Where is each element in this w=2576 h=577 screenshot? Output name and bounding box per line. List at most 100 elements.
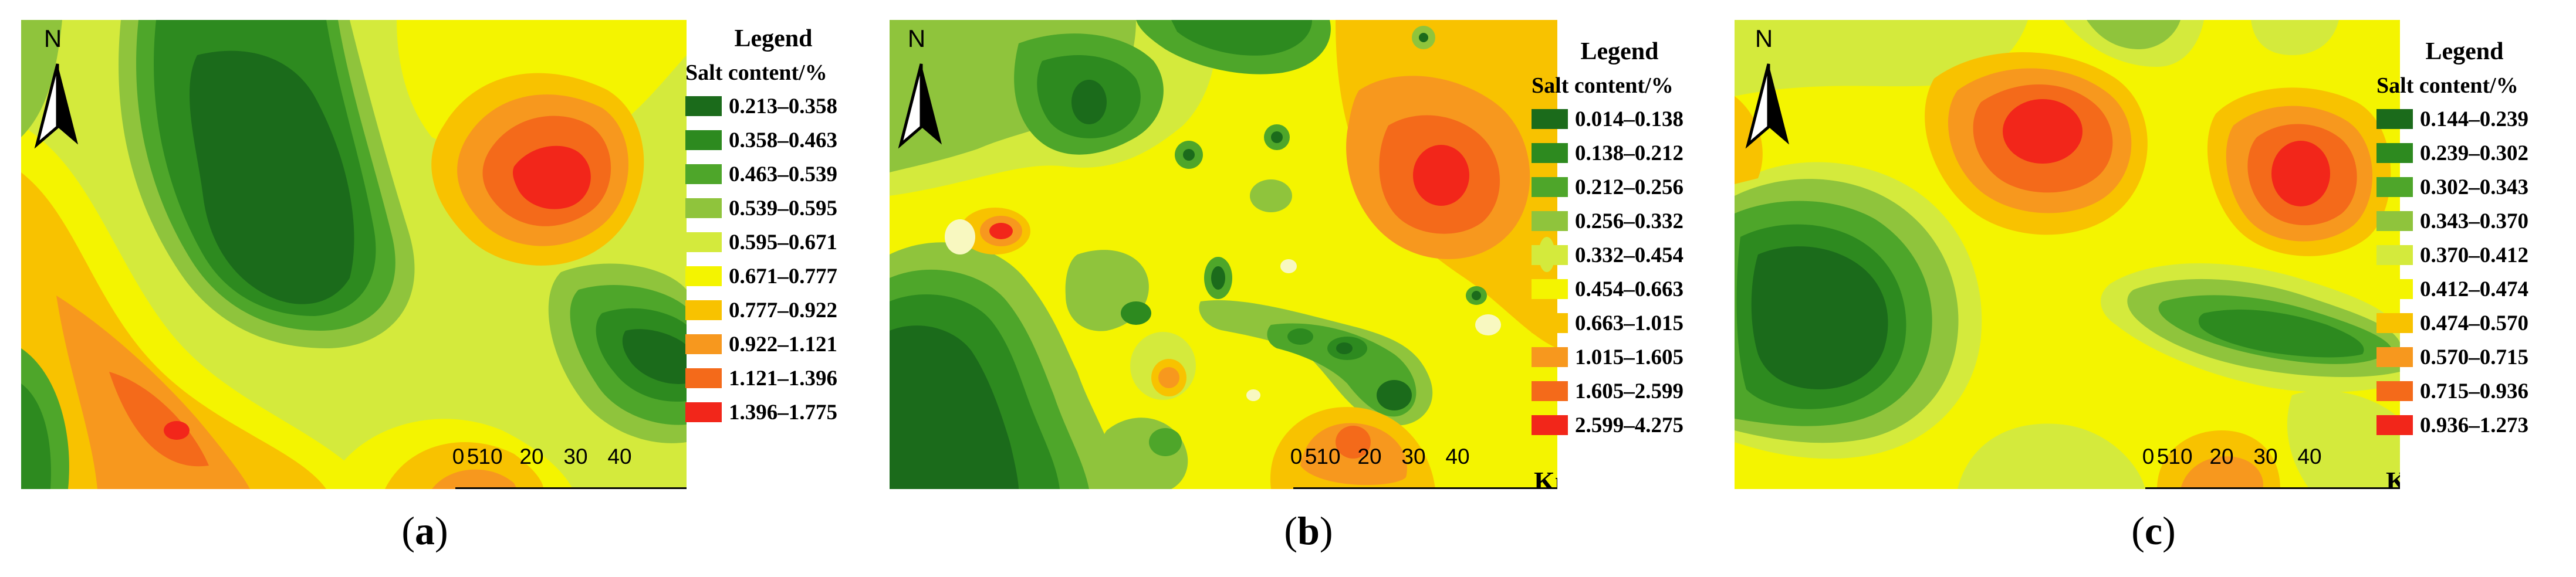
legend-label: 0.715–0.936 — [2420, 379, 2528, 403]
legend-swatch — [685, 266, 722, 286]
legend-swatch — [2376, 143, 2413, 163]
map-b-surface — [890, 20, 1557, 489]
legend-label: 1.605–2.599 — [1575, 379, 1683, 403]
legend-swatch — [1532, 347, 1568, 367]
legend-label: 0.922–1.121 — [729, 332, 837, 357]
legend-label: 0.014–0.138 — [1575, 107, 1683, 131]
legend-label: 0.213–0.358 — [729, 94, 837, 118]
north-arrow-c: N — [1740, 25, 1789, 149]
legend-items: 0.213–0.358 0.358–0.463 0.463–0.539 0.539–0… — [685, 89, 879, 429]
legend-label: 0.370–0.412 — [2420, 243, 2528, 267]
legend-label: 0.256–0.332 — [1575, 209, 1683, 233]
legend-label: 0.663–1.015 — [1575, 311, 1683, 335]
legend-subtitle: Salt content/% — [2376, 73, 2518, 98]
legend-title: Legend — [2425, 38, 2504, 65]
legend-label: 0.474–0.570 — [2420, 311, 2528, 335]
legend-swatch — [685, 300, 722, 320]
north-arrow-icon — [898, 63, 942, 149]
legend-item: 0.256–0.332 — [1532, 204, 1725, 238]
scale-unit: Km — [1534, 466, 1557, 489]
legend-item: 2.599–4.275 — [1532, 408, 1725, 442]
legend-swatch — [2376, 381, 2413, 401]
legend-swatch — [1532, 415, 1568, 435]
legend-swatch — [685, 334, 722, 354]
legend-swatch — [2376, 109, 2413, 129]
panel-a: N 0 5 10 20 30 40 Km — [0, 0, 845, 577]
legend-label: 1.396–1.775 — [729, 400, 837, 425]
legend-swatch — [1532, 143, 1568, 163]
legend-label: 0.343–0.370 — [2420, 209, 2528, 233]
legend-swatch — [2376, 211, 2413, 231]
scale-bar-graphic — [455, 487, 687, 489]
legend-c: Legend Salt content/% 0.144–0.239 0.239–0… — [2376, 34, 2570, 442]
scale-tick-labels: 0 5 10 20 30 40 — [1290, 444, 1470, 469]
north-arrow-a: N — [29, 25, 78, 149]
legend-item: 1.396–1.775 — [685, 395, 879, 429]
legend-item: 0.412–0.474 — [2376, 272, 2570, 306]
scale-bar-graphic — [1293, 487, 1557, 489]
legend-item: 0.144–0.239 — [2376, 102, 2570, 136]
north-arrow-icon — [34, 63, 78, 149]
legend-label: 0.539–0.595 — [729, 196, 837, 220]
legend-label: 0.332–0.454 — [1575, 243, 1683, 267]
north-arrow-b: N — [893, 25, 942, 149]
legend-label: 0.777–0.922 — [729, 298, 837, 323]
legend-label: 0.144–0.239 — [2420, 107, 2528, 131]
legend-label: 0.671–0.777 — [729, 264, 837, 288]
panel-c: N 0 5 10 20 30 40 Km — [1702, 0, 2576, 577]
legend-item: 0.213–0.358 — [685, 89, 879, 123]
legend-label: 0.454–0.663 — [1575, 277, 1683, 301]
legend-swatch — [2376, 177, 2413, 197]
legend-swatch — [1532, 109, 1568, 129]
panel-b: N 0 5 10 20 30 40 Km — [845, 0, 1702, 577]
legend-item: 0.777–0.922 — [685, 293, 879, 327]
map-a-surface — [21, 20, 687, 489]
legend-label: 0.595–0.671 — [729, 230, 837, 254]
legend-subtitle: Salt content/% — [1532, 73, 1674, 98]
legend-item: 0.332–0.454 — [1532, 238, 1725, 272]
legend-swatch — [685, 130, 722, 150]
legend-swatch — [1532, 211, 1568, 231]
scale-tick-labels: 0 5 10 20 30 40 — [452, 444, 632, 469]
legend-label: 0.239–0.302 — [2420, 141, 2528, 165]
scale-bar-b: 0 5 10 20 30 40 Km — [1290, 444, 1557, 489]
scale-bar-a: 0 5 10 20 30 40 Km — [452, 444, 687, 489]
legend-item: 0.138–0.212 — [1532, 136, 1725, 170]
legend-item: 0.302–0.343 — [2376, 170, 2570, 204]
legend-swatch — [685, 96, 722, 116]
legend-swatch — [2376, 279, 2413, 299]
legend-label: 0.412–0.474 — [2420, 277, 2528, 301]
legend-b: Legend Salt content/% 0.014–0.138 0.138–0… — [1532, 34, 1725, 442]
scale-tick-labels: 0 5 10 20 30 40 — [2142, 444, 2322, 469]
map-c-surface — [1735, 20, 2400, 489]
legend-item: 0.671–0.777 — [685, 259, 879, 293]
legend-item: 1.121–1.396 — [685, 361, 879, 395]
legend-subtitle: Salt content/% — [685, 60, 827, 85]
legend-item: 1.605–2.599 — [1532, 374, 1725, 408]
legend-swatch — [1532, 381, 1568, 401]
legend-label: 0.302–0.343 — [2420, 175, 2528, 199]
legend-item: 0.014–0.138 — [1532, 102, 1725, 136]
legend-items: 0.144–0.239 0.239–0.302 0.302–0.343 0.343–0… — [2376, 102, 2570, 442]
north-arrow-icon — [1745, 63, 1789, 149]
legend-item: 0.922–1.121 — [685, 327, 879, 361]
panel-caption-c: (c) — [2131, 508, 2176, 553]
salt-content-map-a[interactable]: N 0 5 10 20 30 40 Km — [21, 20, 687, 489]
panel-caption-b: (b) — [1284, 508, 1333, 553]
legend-swatch — [2376, 415, 2413, 435]
legend-items: 0.014–0.138 0.138–0.212 0.212–0.256 0.256–0… — [1532, 102, 1725, 442]
legend-label: 0.936–1.273 — [2420, 413, 2528, 437]
legend-swatch — [685, 402, 722, 422]
legend-item: 0.539–0.595 — [685, 191, 879, 225]
legend-swatch — [685, 198, 722, 218]
legend-swatch — [2376, 347, 2413, 367]
legend-swatch — [2376, 245, 2413, 265]
salt-content-map-b[interactable]: N 0 5 10 20 30 40 Km — [890, 20, 1557, 489]
scale-unit: Km — [2386, 466, 2400, 489]
legend-item: 0.715–0.936 — [2376, 374, 2570, 408]
salt-content-map-c[interactable]: N 0 5 10 20 30 40 Km — [1735, 20, 2400, 489]
legend-swatch — [2376, 313, 2413, 333]
scale-bar-graphic — [2145, 487, 2400, 489]
legend-label: 2.599–4.275 — [1575, 413, 1683, 437]
legend-item: 0.474–0.570 — [2376, 306, 2570, 340]
